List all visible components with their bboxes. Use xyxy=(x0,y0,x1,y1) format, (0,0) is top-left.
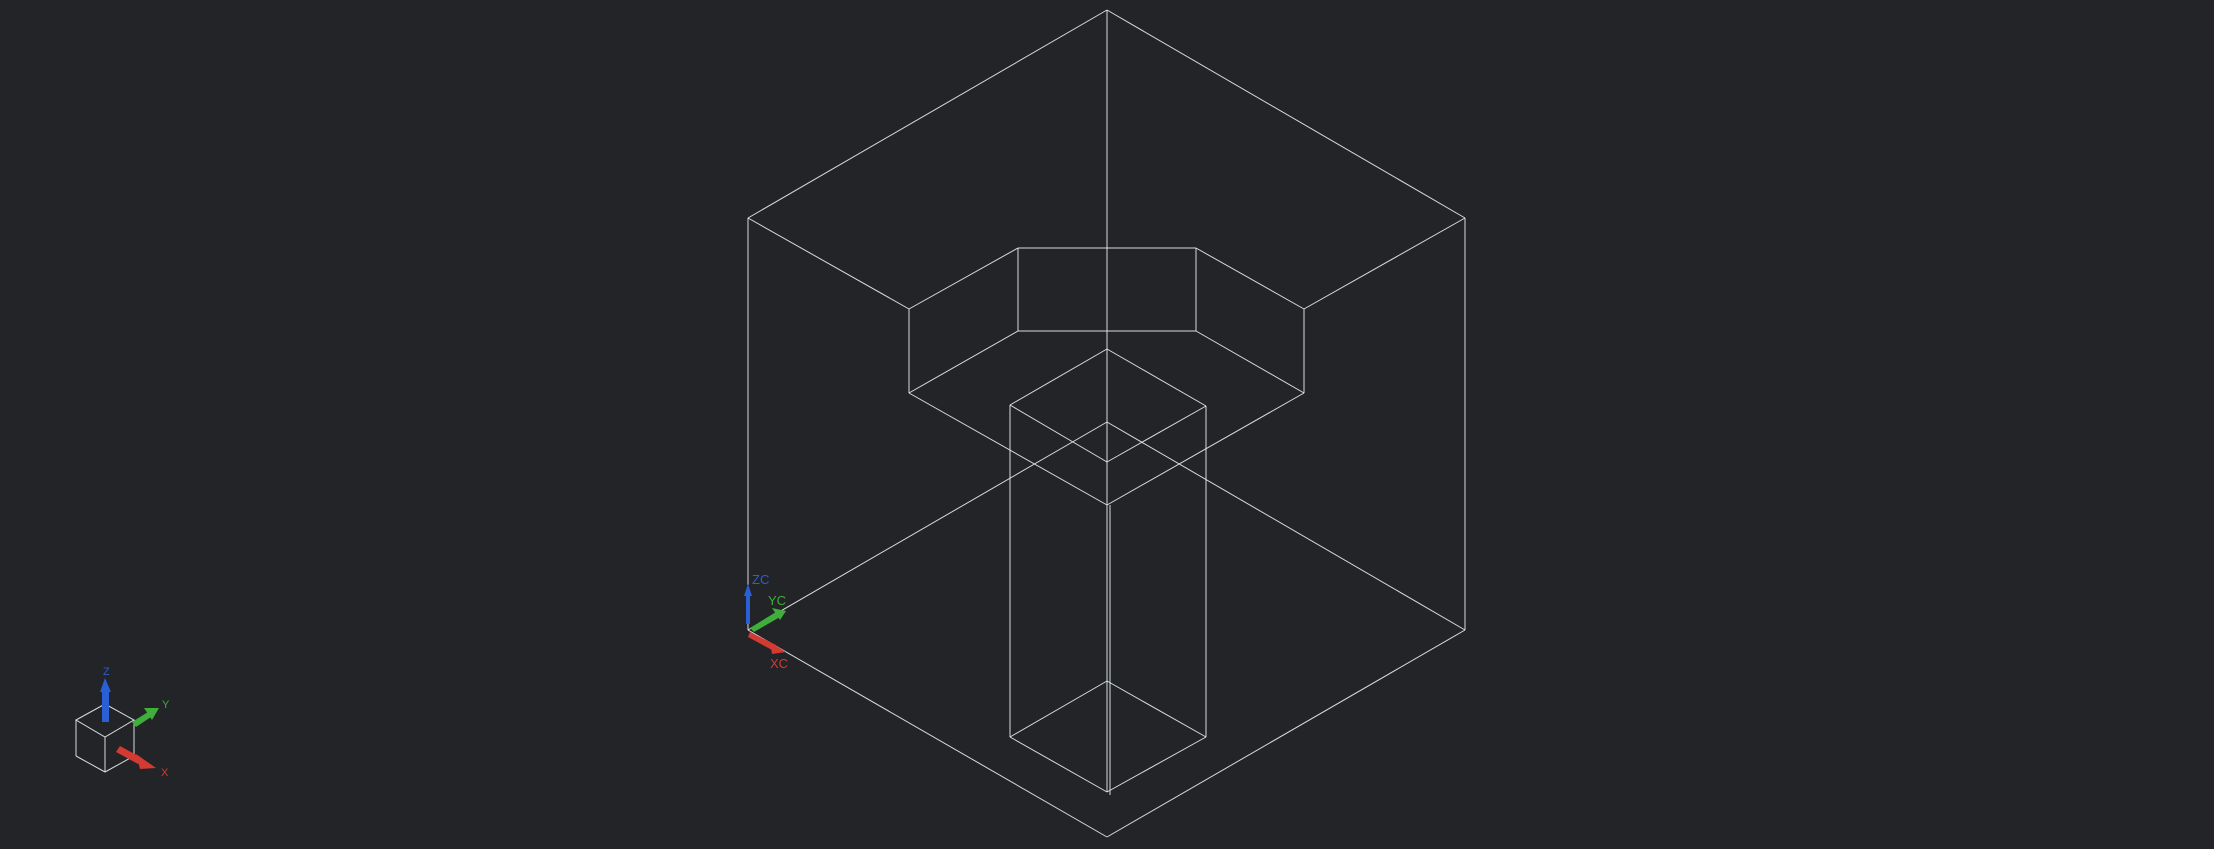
view-triad[interactable]: Z Y X xyxy=(74,666,170,779)
y-label: Y xyxy=(162,699,170,711)
view-cube-icon xyxy=(74,703,136,773)
yc-label: YC xyxy=(768,593,786,608)
z-axis-arrow xyxy=(100,678,111,722)
z-label: Z xyxy=(103,666,110,678)
zc-label: ZC xyxy=(752,572,769,587)
yc-axis-arrow xyxy=(750,608,786,632)
xc-label: XC xyxy=(770,656,788,671)
wcs-triad[interactable]: ZC YC XC xyxy=(744,572,788,671)
zc-axis-arrow xyxy=(744,584,752,624)
x-label: X xyxy=(161,767,169,779)
x-axis-arrow xyxy=(116,746,156,769)
top-recess-edges xyxy=(747,217,1466,506)
outer-block-edges xyxy=(747,9,1466,838)
pocket-column-edges xyxy=(1009,348,1207,795)
xc-axis-arrow xyxy=(748,632,786,654)
y-axis-arrow xyxy=(132,708,159,727)
